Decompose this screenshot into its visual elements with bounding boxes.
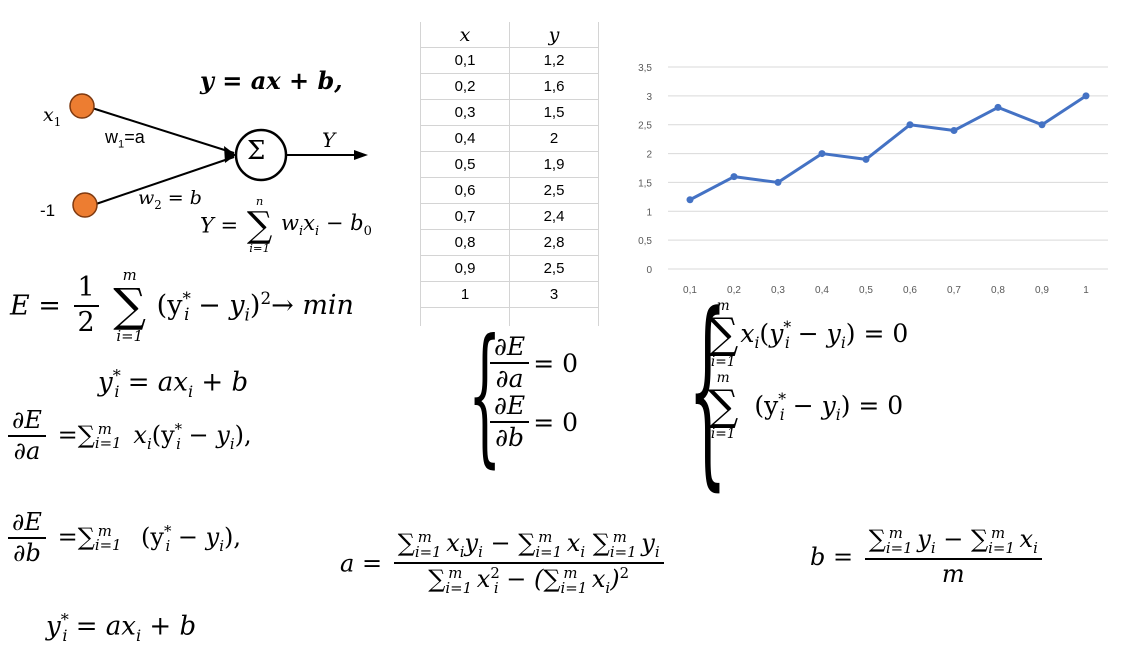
y-tick-label: 3 [646,92,652,103]
input-label-x1: x1 [43,104,62,129]
table-cell-y: 1,2 [509,47,599,74]
xy-data-table: x y 0,1 1,2 0,2 1,6 0,3 1,5 0,4 2 0,5 1,9 0,6… [420,22,599,326]
data-point [1038,121,1046,129]
neuron-diagram [69,93,368,218]
table-cell-y: 2,5 [509,255,599,282]
x-tick-label: 0,2 [727,285,741,296]
edge-bias-to-sum [95,156,235,205]
coefficient-b-formula: b = ∑i=1m yi − ∑i=1m xi m [810,525,1046,588]
data-point [994,103,1002,111]
table-cell-y: 3 [509,281,599,308]
y-tick-label: 2 [646,150,652,161]
x-tick-label: 0,1 [683,285,697,296]
table-row: 0,6 2,5 [420,177,599,204]
table-cell-y: 2,5 [509,177,599,204]
y-tick-label: 2,5 [638,121,652,132]
input-node-x1 [69,93,95,119]
output-arrowhead [354,150,368,160]
data-point [906,121,914,129]
data-point [774,178,782,186]
x-tick-label: 0,5 [859,285,873,296]
table-row: 0,5 1,9 [420,151,599,178]
y-tick-label: 0,5 [638,236,652,247]
table-cell-x: 0,6 [420,177,510,204]
table-row: 0,7 2,4 [420,203,599,230]
model-prediction-formula: y*i = axi + b [98,366,249,401]
table-cell-x: 0,9 [420,255,510,282]
y-tick-label: 1 [646,207,652,218]
table-cell-y: 2 [509,125,599,152]
input-node-bias [72,192,98,218]
table-cell-y: 1,5 [509,99,599,126]
table-row: 0,3 1,5 [420,99,599,126]
partial-derivative-a: ∂E ∂a =∑i=1m xi(y*i − yi), [4,407,252,464]
table-header-y: y [509,22,599,48]
x-tick-label: 1 [1083,285,1089,296]
table-cell-y: 1,6 [509,73,599,100]
edge-arrowhead [224,146,236,163]
table-row: 0,4 2 [420,125,599,152]
table-row: 0,1 1,2 [420,47,599,74]
table-cell-x: 0,7 [420,203,510,230]
line-chart: 0 0,5 1 1,5 2 2,5 3 3,5 0,1 0,2 0,3 0,4 0,5 0,6 0,7 0,8… [638,63,1108,296]
linear-model-formula: y = ax + b, [200,66,343,95]
partial-derivative-b: ∂E ∂b =∑i=1m (y*i − yi), [4,509,241,566]
table-cell-y: 1,9 [509,151,599,178]
table-cell-x: 0,5 [420,151,510,178]
y-tick-label: 1,5 [638,178,652,189]
series-line [689,94,1087,202]
data-point [1082,92,1090,100]
normal-equations-system: { m ∑ i=1 xi(y*i − yi) = 0 m ∑ i=1 (y*i − yi) … [688,271,909,509]
table-cell-x: 0,3 [420,99,510,126]
table-header-x: x [420,22,510,48]
data-point [730,173,738,181]
table-row: 0,8 2,8 [420,229,599,256]
x-tick-label: 0,3 [771,285,785,296]
model-prediction-formula-2: y*i = axi + b [46,610,197,645]
table-cell-x: 1 [420,281,510,308]
table-cell-x: 0,1 [420,47,510,74]
edge-x1-to-sum [91,107,235,154]
table-cell-empty [420,307,510,326]
coefficient-a-formula: a = ∑i=1m xiyi − ∑i=1m xi ∑i=1m yi ∑i=1m x2i… [340,529,668,597]
table-cell-y: 2,8 [509,229,599,256]
zero-gradient-system: { ∂E ∂a = 0 ∂E ∂b = 0 [468,308,578,482]
x-tick-label: 0,6 [903,285,917,296]
neuron-sum-formula: Y = n ∑ i=1 wixi − b0 [200,194,372,256]
table-cell-x: 0,4 [420,125,510,152]
data-point [818,150,826,158]
table-cell-x: 0,8 [420,229,510,256]
table-row: 0,2 1,6 [420,73,599,100]
table-row: 0,9 2,5 [420,255,599,282]
data-point [950,126,958,134]
x-tick-label: 0,8 [991,285,1005,296]
data-point [862,155,870,163]
weight-2-label: w2 = b [138,187,202,212]
y-tick-label: 0 [646,265,652,276]
table-cell-y: 2,4 [509,203,599,230]
table-cell-x: 0,2 [420,73,510,100]
data-point [686,196,694,204]
y-tick-label: 3,5 [638,63,652,74]
x-tick-label: 0,9 [1035,285,1049,296]
input-label-bias: -1 [40,201,56,220]
x-tick-label: 0,7 [947,285,961,296]
sum-symbol: Σ [247,136,266,166]
output-label: Y [322,128,336,152]
x-tick-label: 0,4 [815,285,829,296]
table-cell-empty [509,307,599,326]
table-row-empty [420,307,599,326]
weight-1-label: w1=a [105,127,145,151]
